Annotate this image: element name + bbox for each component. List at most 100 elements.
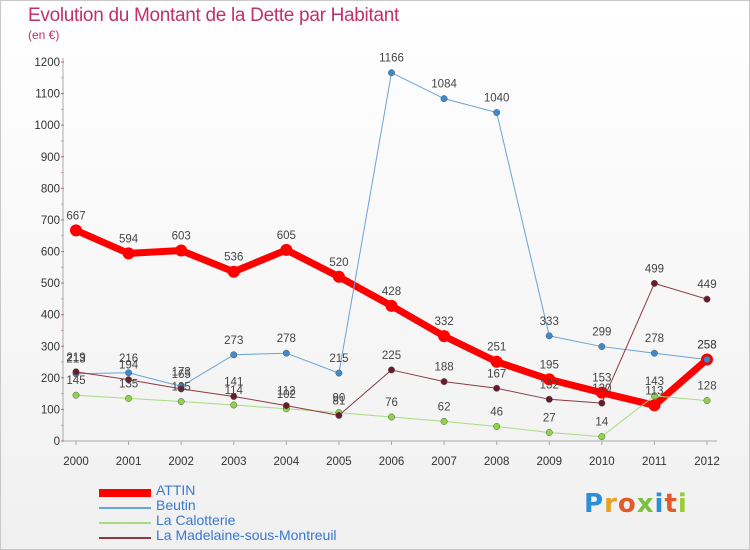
y-tick-label: 700 (41, 215, 60, 227)
series-point-0 (543, 373, 556, 386)
data-label: 167 (487, 368, 506, 380)
y-tick-label: 1000 (34, 120, 60, 132)
x-tick-label: 2007 (431, 456, 457, 468)
data-label: 594 (119, 233, 139, 245)
data-label: 153 (592, 373, 611, 385)
data-label: 278 (277, 333, 296, 345)
series-point-1 (598, 343, 606, 351)
data-label: 145 (66, 375, 85, 387)
data-label: 141 (224, 376, 243, 388)
data-label: 333 (540, 316, 559, 328)
data-label: 81 (333, 395, 346, 407)
series-point-0 (122, 247, 135, 260)
series-point-3 (177, 385, 185, 393)
data-label: 258 (697, 340, 716, 352)
x-tick-label: 2000 (63, 456, 89, 468)
x-tick-label: 2009 (536, 456, 562, 468)
data-label: 112 (277, 386, 295, 398)
logo-letter: P (584, 489, 605, 519)
data-label: 14 (595, 417, 608, 429)
series-point-2 (230, 401, 238, 409)
x-tick-label: 2005 (326, 456, 352, 468)
data-label: 27 (543, 412, 556, 424)
data-label: 499 (645, 263, 664, 275)
data-label: 332 (434, 316, 453, 328)
y-tick-label: 100 (41, 404, 60, 416)
x-tick-label: 2003 (221, 456, 247, 468)
data-label: 165 (172, 369, 191, 381)
series-point-2 (650, 392, 658, 400)
series-point-1 (282, 349, 290, 357)
data-label: 428 (382, 286, 401, 298)
data-label: 605 (277, 230, 296, 242)
data-label: 667 (66, 210, 85, 222)
y-tick-label: 0 (54, 436, 60, 448)
series-point-3 (282, 402, 290, 410)
series-point-3 (545, 395, 553, 403)
legend-label: La Calotterie (156, 512, 236, 528)
data-label: 76 (385, 397, 398, 409)
data-label: 216 (119, 353, 138, 365)
series-point-0 (70, 224, 82, 237)
series-point-1 (703, 356, 711, 363)
series-point-3 (335, 411, 343, 419)
data-label: 215 (329, 353, 348, 365)
series-point-0 (280, 243, 293, 256)
data-label: 114 (225, 385, 244, 397)
legend-label: ATTIN (156, 482, 196, 498)
data-label: 1040 (484, 93, 510, 105)
x-tick-label: 2001 (116, 456, 142, 468)
y-tick-label: 600 (41, 247, 60, 259)
series-point-2 (72, 391, 80, 399)
y-tick-label: 400 (41, 310, 60, 322)
series-point-1 (125, 369, 133, 377)
data-label: 219 (66, 352, 85, 364)
series-point-1 (335, 369, 343, 377)
x-tick-label: 2011 (642, 456, 667, 468)
data-label: 135 (119, 378, 138, 390)
unit-label: (en €) (28, 28, 60, 42)
series-point-0 (227, 265, 240, 278)
series-line-1 (75, 72, 708, 387)
chart-title: Evolution du Montant de la Dette par Hab… (28, 5, 399, 26)
data-label: 113 (645, 385, 663, 397)
y-tick-label: 300 (41, 341, 60, 353)
series-point-2 (598, 433, 606, 441)
y-tick-label: 1100 (35, 89, 60, 101)
data-label: 143 (645, 376, 664, 388)
series-point-3 (703, 295, 711, 303)
logo-letter: r (604, 489, 618, 519)
data-label: 128 (697, 381, 716, 393)
series-point-3 (72, 368, 80, 376)
y-tick-label: 500 (41, 278, 60, 290)
series-point-3 (388, 366, 395, 374)
logo-letter: i (677, 489, 688, 519)
series-point-3 (493, 384, 501, 392)
x-tick-label: 2002 (168, 456, 194, 468)
data-label: 449 (697, 279, 716, 291)
series-point-0 (175, 244, 188, 257)
y-tick-label: 1200 (34, 57, 60, 69)
data-label: 194 (119, 360, 139, 372)
data-label: 125 (172, 382, 191, 394)
series-point-2 (545, 429, 553, 436)
data-label: 536 (224, 252, 243, 264)
x-tick-label: 2010 (589, 456, 615, 468)
series-point-3 (440, 378, 448, 386)
data-label: 46 (490, 406, 503, 418)
logo-letter: i (654, 489, 665, 519)
series-point-1 (545, 332, 553, 340)
legend-swatch (99, 537, 151, 539)
data-label: 188 (434, 362, 453, 374)
data-label: 258 (697, 340, 716, 352)
x-tick-label: 2006 (379, 456, 405, 468)
data-label: 225 (382, 350, 401, 362)
data-label: 90 (333, 393, 346, 405)
series-point-3 (230, 393, 238, 400)
data-label: 173 (172, 366, 191, 378)
series-point-1 (230, 351, 238, 359)
series-point-2 (177, 398, 185, 405)
series-point-1 (493, 109, 501, 116)
series-point-0 (490, 355, 503, 368)
logo-letter: x (636, 489, 655, 519)
